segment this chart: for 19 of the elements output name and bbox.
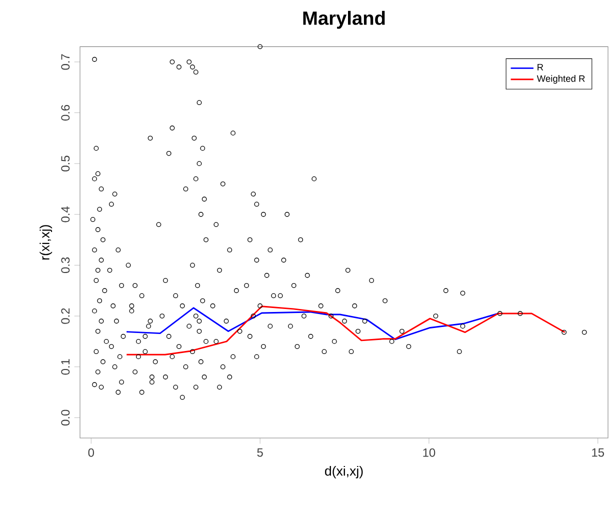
legend-label: R <box>538 64 544 70</box>
y-tick-label: 0.4 <box>61 206 70 222</box>
y-tick-label: 0.3 <box>61 257 70 274</box>
x-axis-title: d(xi,xj) <box>325 466 363 478</box>
y-tick-label: 0.1 <box>61 359 70 375</box>
x-tick-label: 0 <box>88 448 94 457</box>
line-series <box>126 307 499 340</box>
y-axis-title: r(xi,xj) <box>40 225 52 260</box>
y-tick-label: 0.5 <box>61 156 70 172</box>
line-series <box>126 306 566 356</box>
y-tick-label: 0.0 <box>61 410 70 426</box>
y-tick-label: 0.7 <box>61 54 70 70</box>
legend-label: Weighted R <box>536 75 585 84</box>
y-tick-label: 0.6 <box>61 104 70 121</box>
y-tick-label: 0.2 <box>61 308 70 324</box>
chart-title: Maryland <box>303 10 385 29</box>
x-tick-label: 5 <box>257 448 263 457</box>
x-tick-label: 15 <box>592 448 604 457</box>
x-tick-label: 10 <box>423 448 436 457</box>
